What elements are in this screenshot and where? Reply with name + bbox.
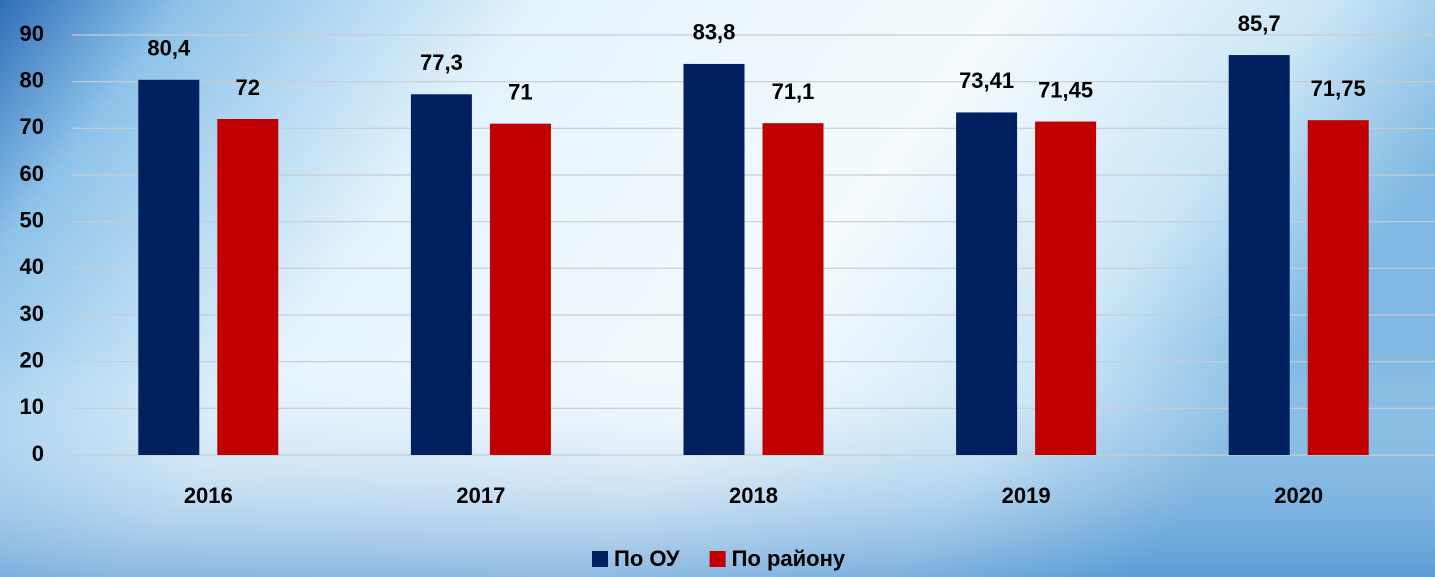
bar (410, 94, 472, 456)
y-tick-label: 90 (20, 21, 44, 46)
bar (138, 79, 200, 456)
x-tick-label: 2016 (184, 483, 233, 508)
y-tick-label: 10 (20, 394, 44, 419)
value-label: 77,3 (420, 50, 463, 75)
value-label: 71,75 (1311, 76, 1366, 101)
legend-swatch (592, 551, 608, 567)
bar (683, 63, 745, 455)
y-tick-label: 0 (32, 441, 44, 466)
x-tick-label: 2017 (456, 483, 505, 508)
bar (489, 123, 551, 456)
legend-swatch (709, 551, 726, 567)
bar (1035, 121, 1097, 456)
y-tick-label: 70 (20, 114, 44, 139)
x-tick-label: 2019 (1002, 483, 1051, 508)
y-tick-label: 20 (20, 347, 44, 372)
value-label: 71,45 (1038, 77, 1093, 102)
y-tick-label: 80 (20, 67, 44, 92)
value-label: 85,7 (1238, 11, 1281, 36)
value-label: 80,4 (147, 36, 191, 61)
x-tick-label: 2020 (1274, 483, 1323, 508)
value-label: 73,41 (959, 68, 1014, 93)
y-tick-label: 30 (20, 301, 44, 326)
y-tick-label: 60 (20, 161, 44, 186)
bar (1228, 55, 1290, 456)
bar (956, 112, 1018, 456)
value-label: 71 (508, 79, 532, 104)
bar (762, 123, 824, 455)
value-label: 71,1 (772, 79, 815, 104)
y-tick-label: 40 (20, 254, 44, 279)
bar (1307, 120, 1369, 456)
x-tick-label: 2018 (729, 483, 778, 508)
value-label: 72 (236, 75, 260, 100)
y-tick-label: 50 (20, 207, 44, 232)
legend-label: По району (732, 546, 846, 571)
legend-label: По ОУ (614, 546, 680, 571)
bar (217, 119, 279, 455)
value-label: 83,8 (693, 20, 736, 45)
